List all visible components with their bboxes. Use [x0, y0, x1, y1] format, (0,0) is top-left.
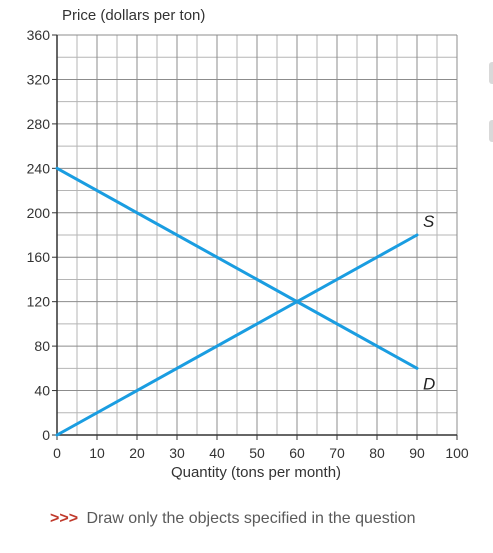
y-tick-label: 160	[27, 249, 51, 265]
x-tick-label: 70	[329, 445, 345, 461]
series-label-s: S	[423, 212, 435, 231]
x-tick-label: 20	[129, 445, 145, 461]
x-tick-label: 10	[89, 445, 105, 461]
y-tick-label: 80	[34, 338, 50, 354]
series-label-d: D	[423, 374, 435, 393]
x-tick-label: 100	[445, 445, 469, 461]
y-tick-label: 240	[27, 160, 51, 176]
x-tick-label: 90	[409, 445, 425, 461]
series-line-s	[55, 233, 419, 437]
series-line-d	[55, 166, 419, 370]
y-tick-label: 320	[27, 71, 51, 87]
y-tick-label: 200	[27, 205, 51, 221]
instruction-note: >>> Draw only the objects specified in t…	[50, 510, 416, 528]
x-tick-label: 50	[249, 445, 265, 461]
x-tick-label: 0	[53, 445, 61, 461]
instruction-text: Draw only the objects specified in the q…	[86, 510, 416, 527]
series-labels: SD	[423, 212, 435, 393]
x-tick-label: 80	[369, 445, 385, 461]
x-tick-label: 60	[289, 445, 305, 461]
series-lines	[55, 166, 419, 437]
scroll-marker-bottom	[489, 120, 493, 142]
supply-demand-chart: 0 10 20 30 40 50 60 70 80 90 100 0 40 80 120 160 200 240 2…	[27, 7, 469, 481]
y-tick-label: 280	[27, 116, 51, 132]
y-axis-title: Price (dollars per ton)	[62, 7, 205, 24]
instruction-prefix: >>>	[50, 510, 79, 527]
tick-labels: 0 10 20 30 40 50 60 70 80 90 100 0 40 80 120 160 200 240 2…	[27, 27, 469, 461]
x-axis-title: Quantity (tons per month)	[171, 464, 341, 481]
y-tick-label: 360	[27, 27, 51, 43]
x-tick-label: 30	[169, 445, 185, 461]
scroll-marker-top	[489, 62, 493, 84]
axis-ticks	[52, 34, 458, 440]
x-tick-label: 40	[209, 445, 225, 461]
y-tick-label: 0	[42, 427, 50, 443]
y-tick-label: 40	[34, 383, 50, 399]
y-tick-label: 120	[27, 294, 51, 310]
